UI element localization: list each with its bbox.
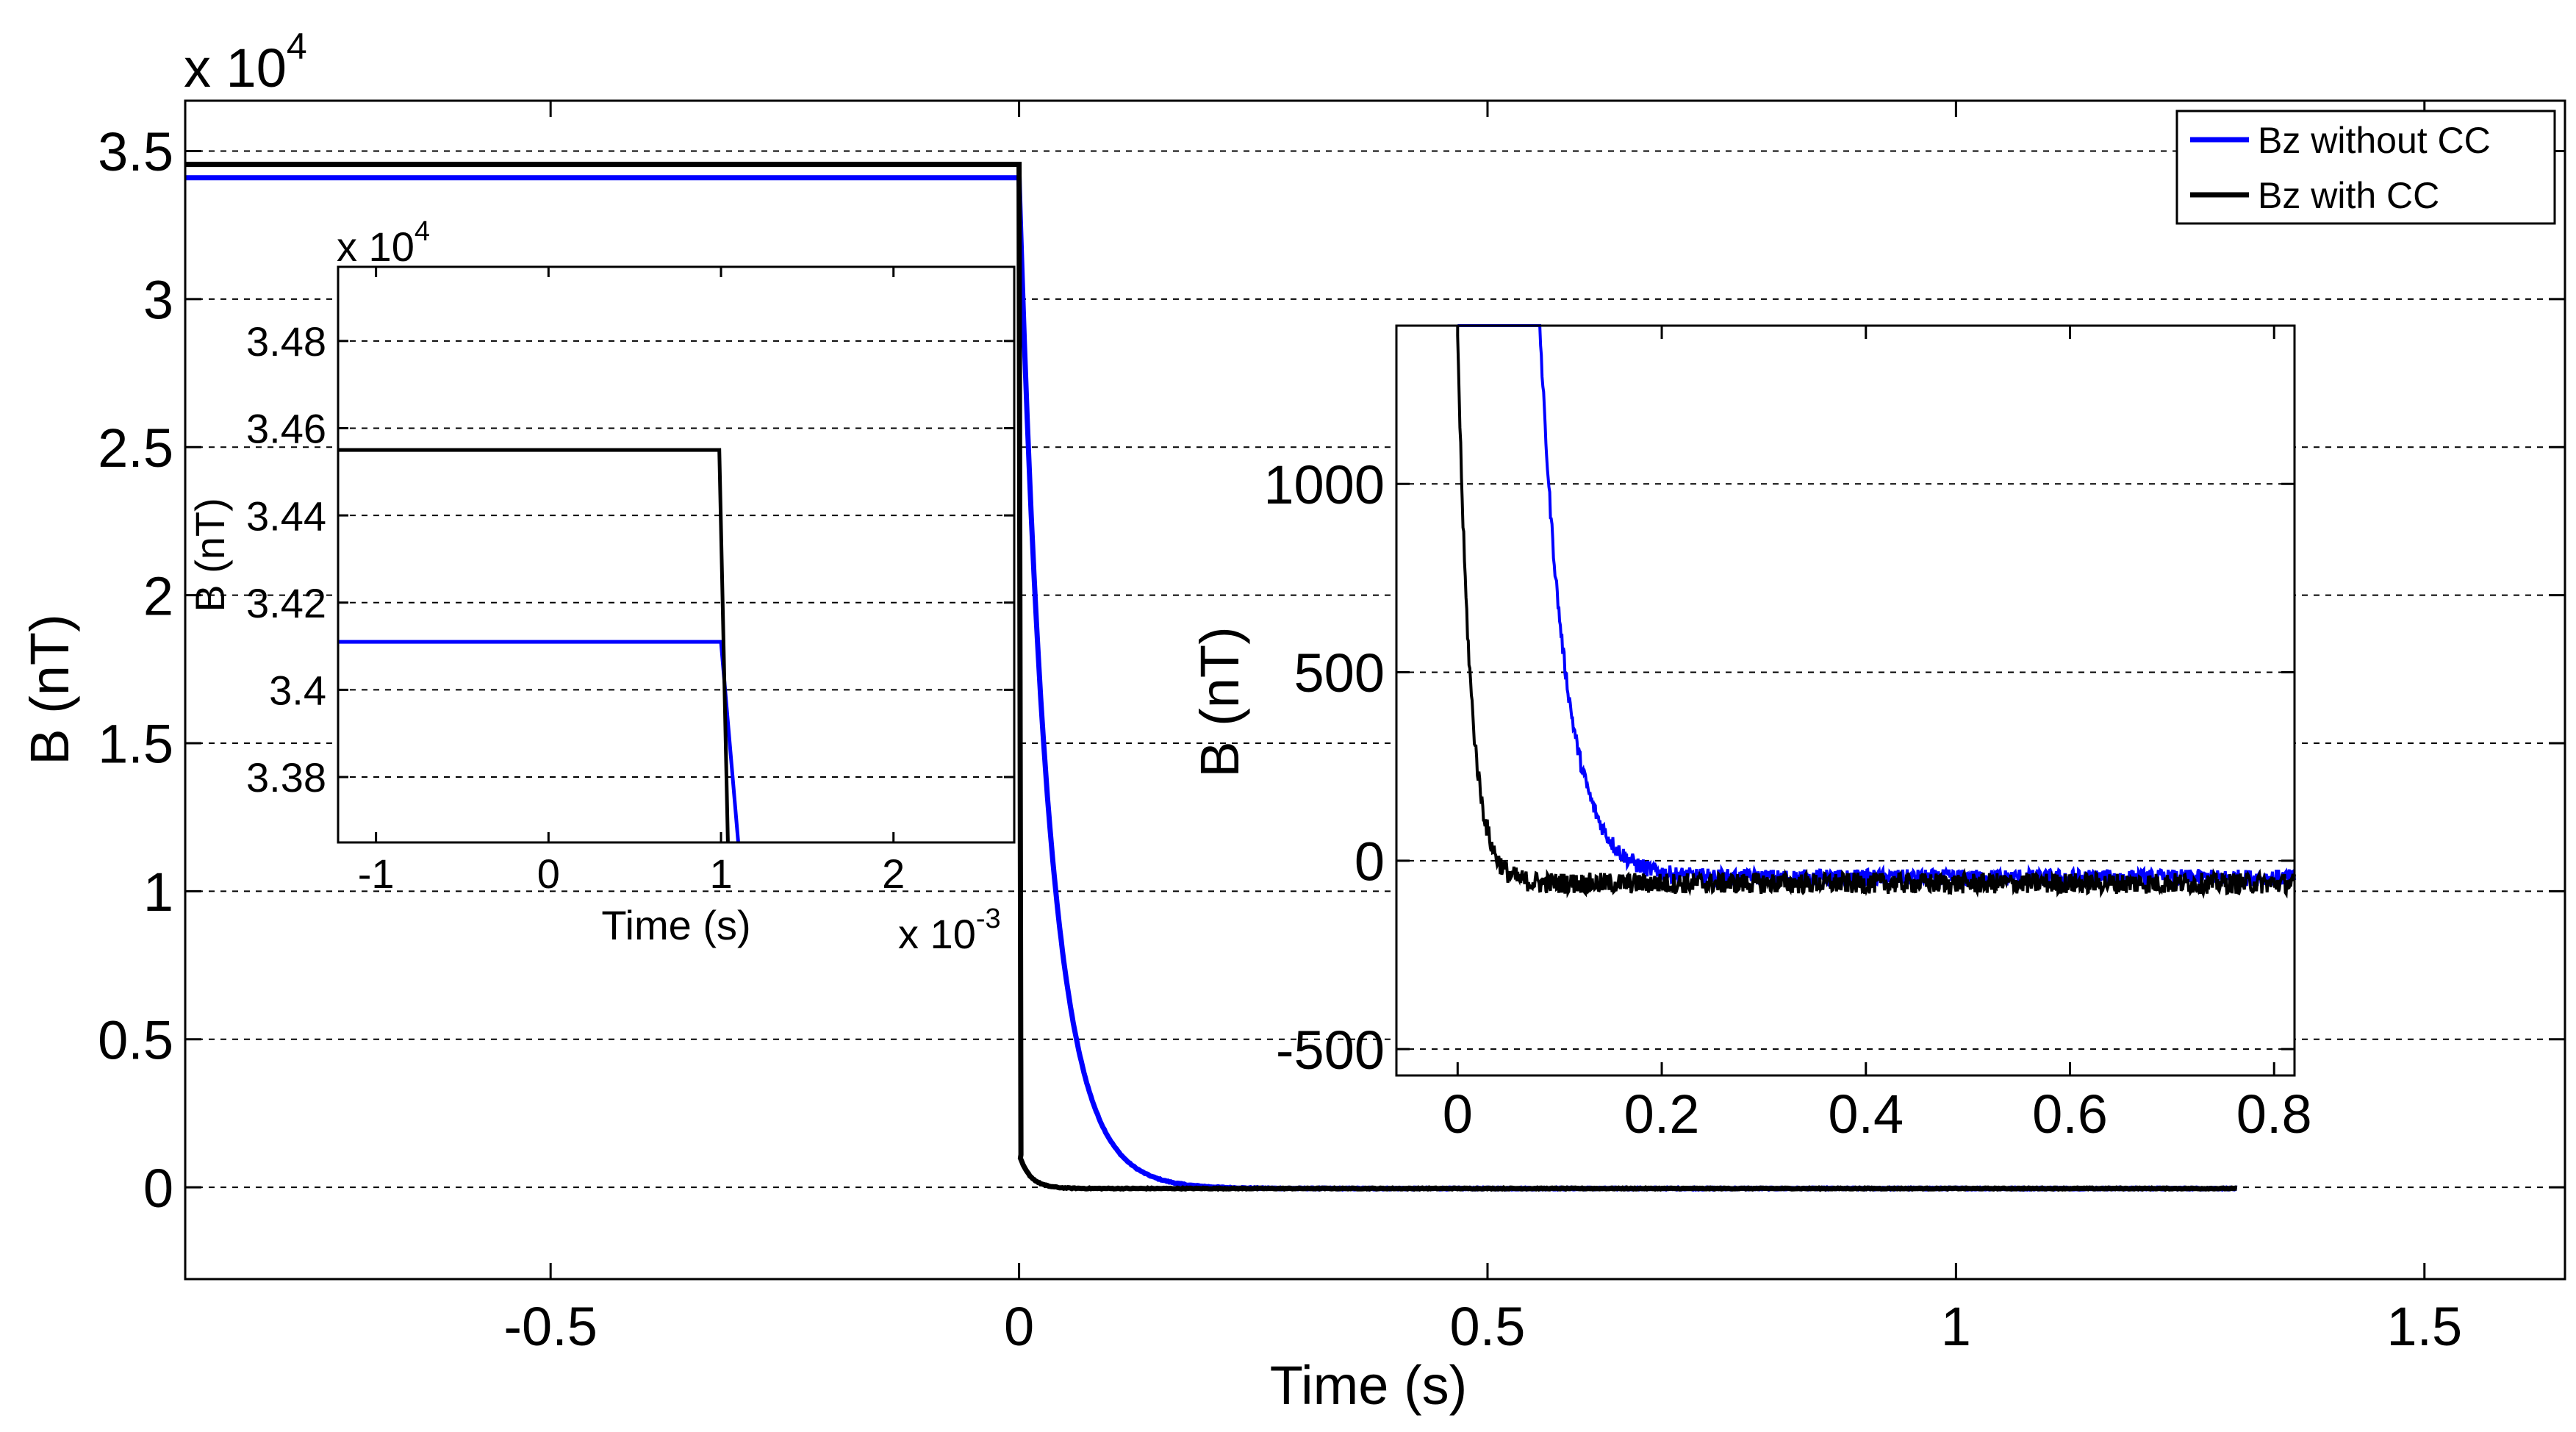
il-ytick-label: 3.46 bbox=[246, 406, 326, 452]
main-tick-marks bbox=[185, 101, 2565, 1279]
main-series-bz-with-cc bbox=[185, 162, 2238, 1192]
inset-right-y-axis-label: B (nT) bbox=[1189, 626, 1250, 778]
il-ytick-label: 3.44 bbox=[246, 493, 326, 539]
legend-label-bz-with-cc: Bz with CC bbox=[2258, 175, 2439, 216]
main-xtick-label: -0.5 bbox=[503, 1296, 598, 1357]
inset-right-y-tick-labels: -500 0 500 1000 bbox=[1263, 454, 1385, 1081]
inset-left-x-tick-labels: -1 0 1 2 bbox=[358, 851, 905, 897]
inset-right-series-bz-with-cc bbox=[1456, 325, 2296, 899]
main-x-axis-label: Time (s) bbox=[1270, 1355, 1468, 1416]
main-xtick-label: 1 bbox=[1941, 1296, 1971, 1357]
main-y-multiplier: x 104 bbox=[184, 26, 307, 99]
inset-right-x-tick-labels: 0 0.2 0.4 0.6 0.8 bbox=[1443, 1084, 2312, 1145]
main-ytick-label: 1.5 bbox=[98, 714, 173, 775]
inset-right-frame bbox=[1395, 324, 2296, 1077]
ir-xtick-label: 0.8 bbox=[2236, 1084, 2312, 1145]
inset-left-axes: -1 0 1 2 3.38 3.4 3.42 3.44 3.46 3.48 x 104 x 10… bbox=[187, 216, 1016, 957]
il-xtick-label: 0 bbox=[537, 851, 560, 897]
il-ytick-label: 3.4 bbox=[269, 667, 326, 714]
inset-left-y-multiplier: x 104 bbox=[337, 216, 430, 270]
ir-ytick-label: 0 bbox=[1355, 831, 1385, 892]
inset-left-frame bbox=[337, 265, 1016, 844]
inset-left-x-axis-label: Time (s) bbox=[601, 902, 750, 948]
il-ytick-label: 3.48 bbox=[246, 318, 326, 365]
inset-left-y-axis-label: B (nT) bbox=[187, 498, 233, 612]
legend: Bz without CC Bz with CC bbox=[2175, 110, 2556, 225]
inset-right-axes: 0 0.2 0.4 0.6 0.8 -500 0 500 1000 B (nT) bbox=[1189, 324, 2312, 1145]
inset-left-x-multiplier: x 10-3 bbox=[898, 903, 1001, 957]
main-axes-frame bbox=[184, 99, 2566, 1281]
main-ytick-label: 2.5 bbox=[98, 418, 173, 479]
main-series bbox=[185, 162, 2238, 1192]
il-xtick-label: 2 bbox=[882, 851, 905, 897]
ir-xtick-label: 0.6 bbox=[2032, 1084, 2108, 1145]
main-ytick-label: 3 bbox=[143, 269, 173, 330]
il-xtick-label: -1 bbox=[358, 851, 395, 897]
inset-right-tick-marks bbox=[1396, 326, 2295, 1075]
legend-box bbox=[2175, 110, 2556, 225]
main-xtick-label: 1.5 bbox=[2386, 1296, 2462, 1357]
main-ytick-label: 1 bbox=[143, 862, 173, 923]
inset-left-series bbox=[338, 448, 740, 843]
inset-left-tick-marks bbox=[338, 267, 1014, 842]
main-y-tick-labels: 0 0.5 1 1.5 2 2.5 3 3.5 bbox=[98, 121, 173, 1219]
inset-left-y-tick-labels: 3.38 3.4 3.42 3.44 3.46 3.48 bbox=[246, 318, 326, 801]
inset-right-series bbox=[1456, 324, 2296, 899]
main-ytick-label: 0 bbox=[143, 1158, 173, 1219]
inset-left-series-bz-without-cc bbox=[338, 640, 740, 843]
main-ytick-label: 3.5 bbox=[98, 121, 173, 182]
main-xtick-label: 0 bbox=[1004, 1296, 1034, 1357]
main-xtick-label: 0.5 bbox=[1450, 1296, 1526, 1357]
il-ytick-label: 3.42 bbox=[246, 580, 326, 626]
main-ytick-label: 2 bbox=[143, 565, 173, 626]
il-xtick-label: 1 bbox=[709, 851, 732, 897]
ir-ytick-label: 1000 bbox=[1263, 454, 1385, 515]
main-x-tick-labels: -0.5 0 0.5 1 1.5 bbox=[503, 1296, 2462, 1357]
ir-xtick-label: 0.4 bbox=[1828, 1084, 1904, 1145]
inset-right-gridlines bbox=[1396, 483, 2295, 1050]
inset-left-series-bz-with-cc bbox=[338, 448, 730, 843]
il-ytick-label: 3.38 bbox=[246, 754, 326, 801]
legend-label-bz-without-cc: Bz without CC bbox=[2258, 120, 2491, 161]
main-y-axis-label: B (nT) bbox=[19, 614, 80, 765]
ir-ytick-label: -500 bbox=[1276, 1020, 1385, 1081]
ir-xtick-label: 0 bbox=[1443, 1084, 1473, 1145]
ir-ytick-label: 500 bbox=[1294, 642, 1385, 704]
main-ytick-label: 0.5 bbox=[98, 1009, 173, 1070]
ir-xtick-label: 0.2 bbox=[1624, 1084, 1700, 1145]
